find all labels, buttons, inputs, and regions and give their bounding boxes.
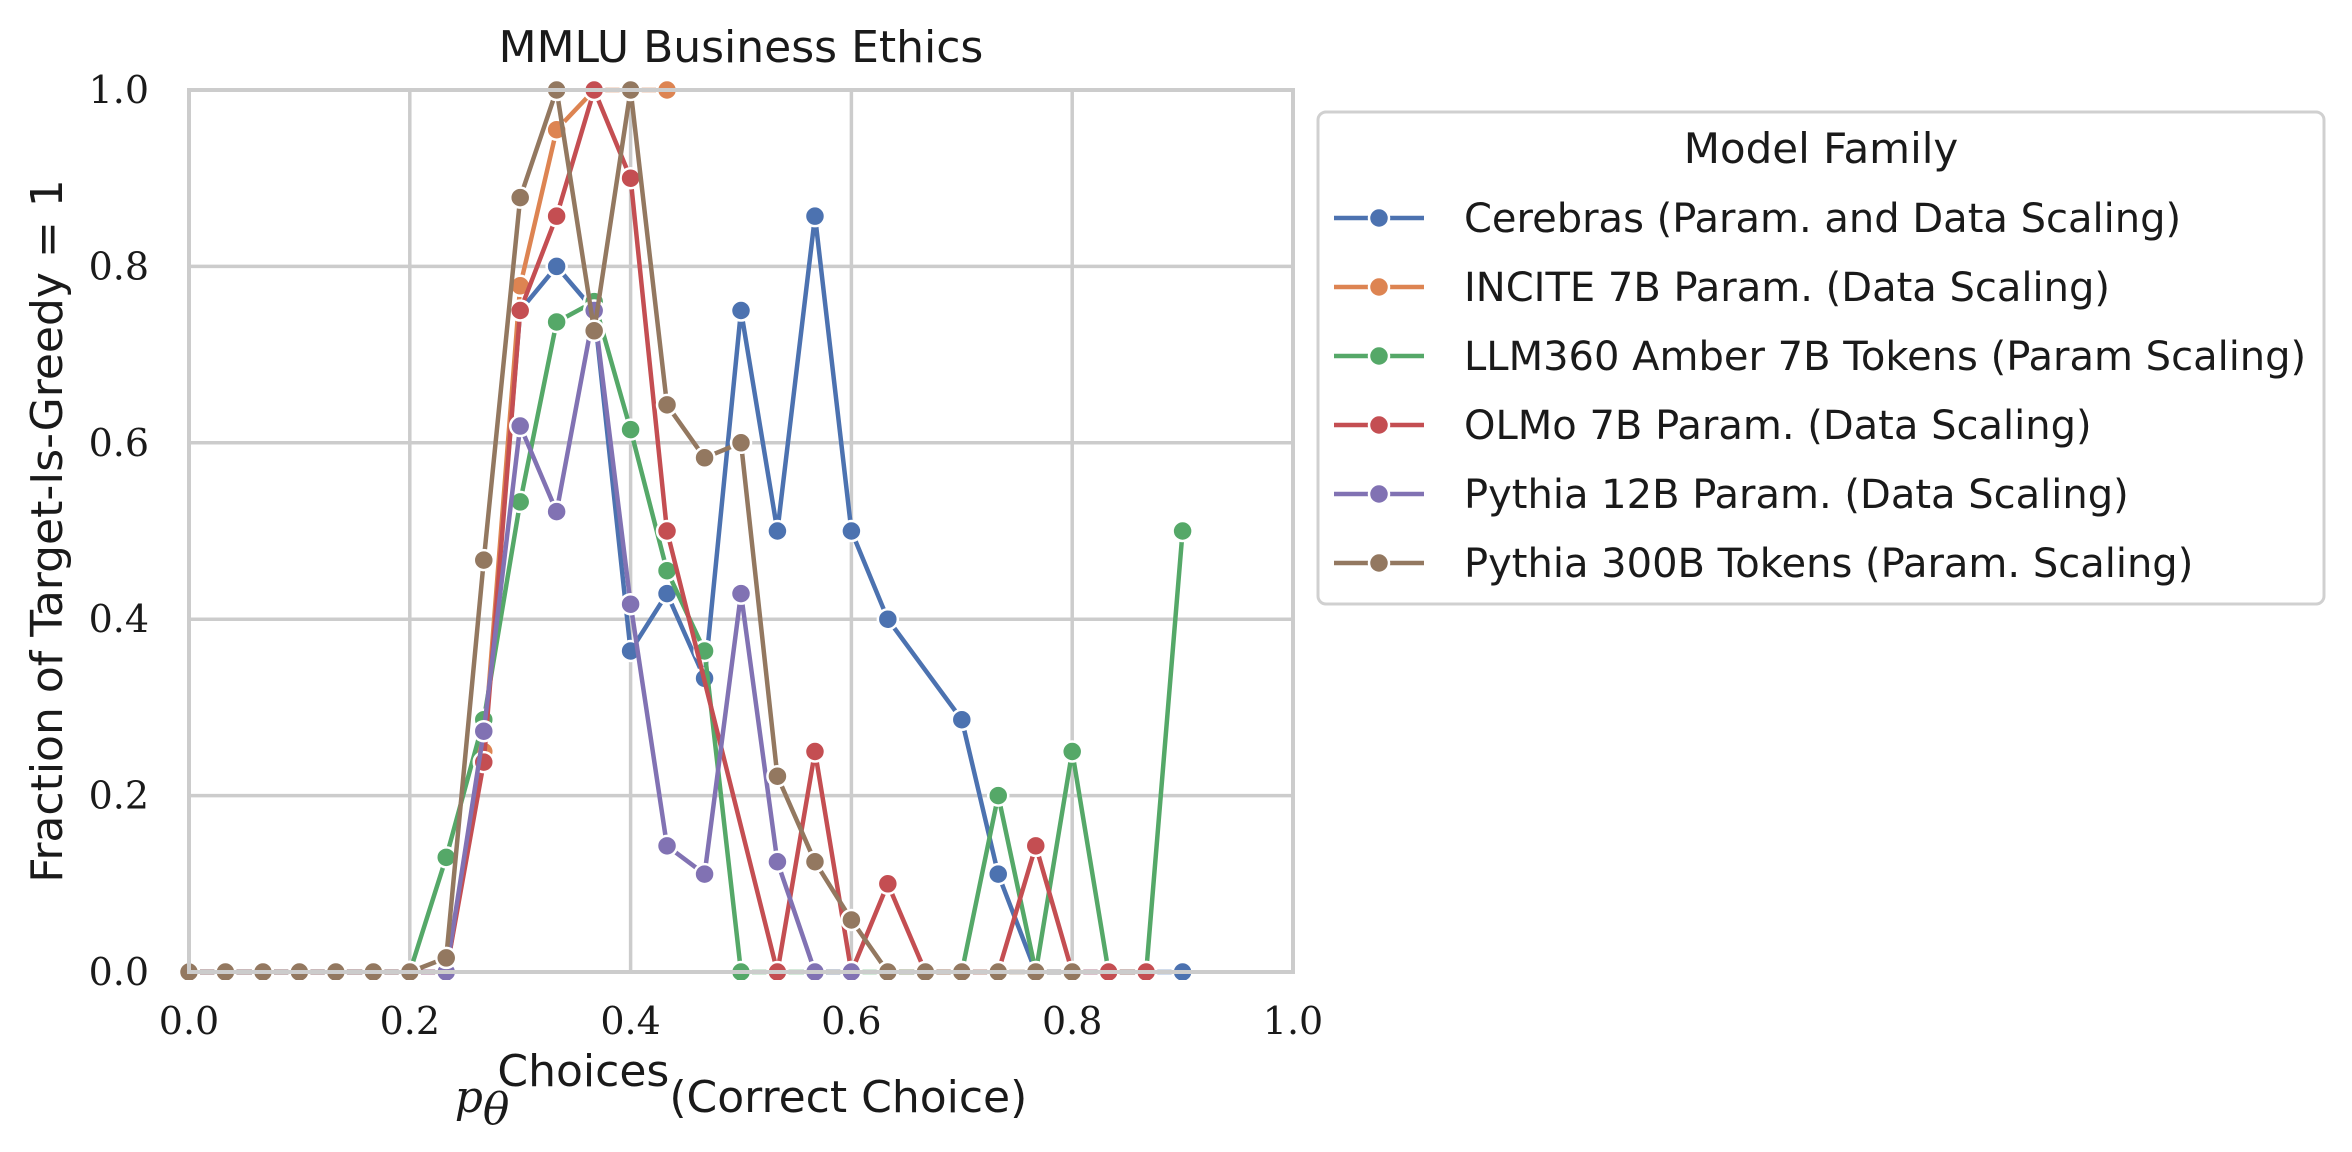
legend-marker: [1367, 413, 1391, 437]
data-point: [1060, 740, 1084, 763]
data-point: [545, 500, 568, 523]
x-tick-label: 1.0: [1263, 999, 1323, 1043]
data-point: [693, 446, 716, 470]
legend-item: INCITE 7B Param. (Data Scaling): [1334, 265, 2110, 311]
x-axis-label-symbol: p: [455, 1072, 483, 1123]
legend-item: Cerebras (Param. and Data Scaling): [1334, 196, 2181, 242]
data-point: [986, 784, 1010, 807]
data-point: [582, 319, 606, 343]
data-point: [508, 186, 532, 209]
x-tick-labels: 0.0 0.2 0.4 0.6 0.8 1.0: [159, 999, 1323, 1043]
y-tick-label: 0.8: [89, 244, 149, 288]
y-tick-label: 0.0: [89, 950, 149, 994]
data-point: [508, 299, 532, 322]
series-line: [186, 308, 854, 975]
x-tick-label: 0.0: [159, 999, 219, 1043]
data-point: [876, 607, 900, 631]
y-tick-label: 1.0: [89, 68, 149, 112]
plot-area: [189, 90, 1293, 972]
data-point: [619, 166, 642, 190]
y-tick-label: 0.2: [89, 774, 149, 818]
legend-marker: [1367, 551, 1391, 575]
x-tick-label: 0.4: [600, 999, 660, 1043]
legend-box: [1316, 110, 2326, 606]
data-point: [766, 519, 789, 543]
plot-frame: [187, 88, 1295, 974]
x-axis-label-text: (Correct Choice): [669, 1072, 1027, 1123]
data-point: [840, 908, 863, 932]
data-point: [545, 310, 568, 334]
legend-title: Model Family: [1684, 124, 1959, 173]
legend-marker: [1367, 275, 1391, 299]
legend-label: Pythia 300B Tokens (Param. Scaling): [1464, 541, 2193, 587]
data-point: [729, 582, 753, 605]
legend-marker: [1367, 482, 1391, 506]
data-point: [1171, 519, 1194, 543]
data-point: [545, 204, 568, 228]
data-point: [545, 255, 568, 278]
x-axis-label-superscript: Choices: [497, 1046, 669, 1097]
legend-label: Cerebras (Param. and Data Scaling): [1464, 196, 2181, 242]
data-point: [434, 946, 458, 970]
legend-item: Pythia 12B Param. (Data Scaling): [1334, 472, 2129, 518]
data-point: [803, 850, 827, 873]
y-tick-label: 0.4: [89, 597, 149, 641]
data-point: [619, 592, 642, 616]
legend-label: LLM360 Amber 7B Tokens (Param Scaling): [1464, 334, 2306, 380]
x-tick-label: 0.6: [821, 999, 881, 1043]
data-point: [803, 740, 827, 763]
data-point: [986, 862, 1010, 886]
x-axis-label: pθChoices(Correct Choice): [455, 1046, 1028, 1135]
data-point: [472, 719, 496, 743]
legend-item: LLM360 Amber 7B Tokens (Param Scaling): [1334, 334, 2306, 380]
data-point: [729, 299, 753, 322]
y-axis-label: Fraction of Target-Is-Greedy = 1: [22, 179, 73, 883]
legend-item: Pythia 300B Tokens (Param. Scaling): [1334, 541, 2193, 587]
legend-marker: [1367, 206, 1391, 230]
chart-title: MMLU Business Ethics: [499, 22, 984, 73]
data-point: [840, 519, 863, 543]
data-point: [472, 548, 496, 572]
legend-label: OLMo 7B Param. (Data Scaling): [1464, 403, 2092, 449]
data-point: [655, 519, 679, 543]
data-point: [803, 204, 827, 228]
data-point: [693, 862, 716, 886]
legend-marker: [1367, 344, 1391, 368]
x-tick-label: 0.8: [1042, 999, 1102, 1043]
x-tick-label: 0.2: [380, 999, 440, 1043]
data-point: [619, 418, 642, 441]
y-tick-label: 0.6: [89, 421, 149, 465]
data-point: [876, 872, 900, 896]
data-point: [766, 850, 789, 873]
data-point: [655, 393, 679, 417]
legend-items: Cerebras (Param. and Data Scaling) INCITE…: [1334, 196, 2306, 587]
legend-item: OLMo 7B Param. (Data Scaling): [1334, 403, 2092, 449]
data-point: [508, 414, 532, 438]
legend-label: INCITE 7B Param. (Data Scaling): [1464, 265, 2110, 311]
legend-label: Pythia 12B Param. (Data Scaling): [1464, 472, 2129, 518]
data-point: [1024, 834, 1048, 858]
x-axis-label-subscript: θ: [483, 1084, 510, 1135]
data-point: [655, 834, 679, 858]
y-tick-labels: 0.0 0.2 0.4 0.6 0.8 1.0: [89, 68, 149, 994]
data-point: [766, 764, 789, 788]
data-point: [950, 708, 974, 731]
legend: Model Family Cerebras (Param. and Data S…: [1316, 110, 2326, 606]
data-point: [729, 431, 753, 455]
